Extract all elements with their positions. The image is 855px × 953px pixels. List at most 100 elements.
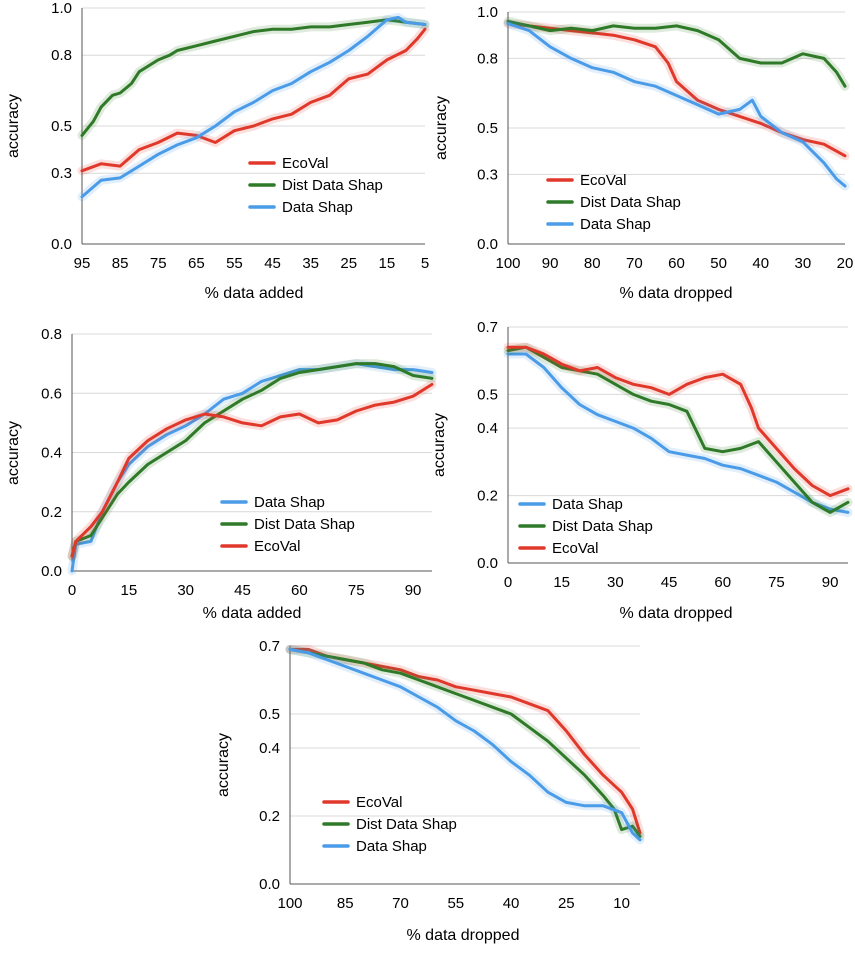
x-tick-label: 75 — [150, 255, 167, 272]
x-tick-label: 55 — [447, 895, 464, 912]
x-tick-label: 70 — [392, 895, 409, 912]
y-tick-label: 0.0 — [51, 236, 72, 253]
legend-label-dist-data-shap: Dist Data Shap — [282, 177, 383, 194]
x-tick-label: 50 — [710, 255, 727, 272]
x-tick-label: 60 — [714, 574, 731, 591]
series-glow-ecoval — [67, 379, 437, 561]
legend: EcoVal Dist Data Shap Data Shap — [248, 155, 383, 216]
series-line-dist-data-shap — [506, 345, 850, 514]
series-line-data-shap — [80, 15, 427, 199]
y-tick-label: 0.0 — [477, 236, 498, 253]
chart-1: 0.0 0.3 0.5 0.8 1.0 95 85 75 65 55 45 35 25 15 5 % data… — [5, 0, 430, 302]
x-tick-label: 90 — [405, 582, 422, 599]
series-glow-dist-data-shap — [503, 342, 853, 517]
legend: EcoVal Dist Data Shap Data Shap — [322, 794, 457, 855]
series-line-ecoval — [70, 382, 434, 558]
legend-label-data-shap: Data Shap — [356, 838, 427, 855]
y-tick-label: 0.4 — [477, 420, 498, 437]
legend-label-data-shap: Data Shap — [580, 216, 651, 233]
x-tick-label: 75 — [768, 574, 785, 591]
x-tick-label: 35 — [302, 255, 319, 272]
x-tick-label: 100 — [277, 895, 302, 912]
x-tick-label: 70 — [626, 255, 643, 272]
x-tick-label: 95 — [74, 255, 91, 272]
chart-4: 0.0 0.2 0.4 0.5 0.7 0 15 30 45 60 75 90 % data dropp… — [431, 319, 853, 622]
legend: Data Shap Dist Data Shap EcoVal — [220, 494, 355, 555]
y-tick-label: 1.0 — [477, 4, 498, 21]
series-line-data-shap — [506, 352, 850, 514]
x-tick-label: 10 — [613, 895, 630, 912]
y-tick-label: 0.7 — [259, 638, 280, 655]
y-tick-label: 0.2 — [477, 488, 498, 505]
series-line-dist-data-shap — [288, 647, 642, 838]
series-line-dist-data-shap — [506, 19, 847, 88]
y-axis-label: accuracy — [5, 94, 22, 158]
y-tick-label: 0.5 — [477, 120, 498, 137]
series-line-data-shap — [506, 22, 847, 188]
x-tick-label: 30 — [177, 582, 194, 599]
x-tick-label: 80 — [584, 255, 601, 272]
chart-5: 0.0 0.2 0.4 0.5 0.7 100 85 70 55 40 25 10 % data dro… — [215, 638, 645, 944]
series-glow-data-shap — [503, 19, 850, 191]
x-tick-label: 15 — [379, 255, 396, 272]
x-tick-label: 15 — [120, 582, 137, 599]
x-tick-label: 0 — [68, 582, 76, 599]
x-tick-label: 30 — [795, 255, 812, 272]
legend: Data Shap Dist Data Shap EcoVal — [518, 496, 653, 557]
legend-label-dist-data-shap: Dist Data Shap — [580, 194, 681, 211]
legend-label-data-shap: Data Shap — [552, 496, 623, 513]
y-tick-label: 0.7 — [477, 319, 498, 336]
x-tick-label: 75 — [348, 582, 365, 599]
x-tick-label: 5 — [421, 255, 429, 272]
y-tick-label: 0.8 — [477, 50, 498, 67]
legend-label-ecoval: EcoVal — [254, 538, 300, 555]
y-tick-label: 0.5 — [477, 386, 498, 403]
chart-2: 0.0 0.3 0.5 0.8 1.0 100 90 80 70 60 50 40 30 20 % data… — [433, 4, 853, 302]
y-tick-label: 0.3 — [51, 165, 72, 182]
y-tick-label: 0.5 — [259, 706, 280, 723]
y-tick-label: 0.2 — [259, 808, 280, 825]
series-line-ecoval — [506, 345, 850, 498]
y-tick-label: 0.2 — [41, 504, 62, 521]
y-tick-label: 1.0 — [51, 0, 72, 17]
x-tick-label: 45 — [661, 574, 678, 591]
series-line-dist-data-shap — [70, 362, 434, 558]
y-tick-label: 0.3 — [477, 166, 498, 183]
legend-label-data-shap: Data Shap — [282, 199, 353, 216]
legend-label-ecoval: EcoVal — [552, 540, 598, 557]
legend-label-ecoval: EcoVal — [282, 155, 328, 172]
y-axis-label: accuracy — [431, 413, 448, 477]
x-tick-label: 30 — [607, 574, 624, 591]
y-tick-label: 0.4 — [259, 740, 280, 757]
legend: EcoVal Dist Data Shap Data Shap — [546, 172, 681, 233]
x-tick-label: 85 — [112, 255, 129, 272]
y-tick-label: 0.4 — [41, 445, 62, 462]
y-tick-label: 0.8 — [51, 47, 72, 64]
legend-label-dist-data-shap: Dist Data Shap — [356, 816, 457, 833]
x-axis-label: % data added — [205, 285, 304, 302]
x-tick-label: 65 — [188, 255, 205, 272]
x-tick-label: 90 — [822, 574, 839, 591]
x-tick-label: 45 — [234, 582, 251, 599]
chart-3: 0.0 0.2 0.4 0.6 0.8 0 15 30 45 60 75 90 % data added… — [5, 326, 437, 622]
x-tick-label: 0 — [504, 574, 512, 591]
series-line-ecoval — [506, 22, 847, 158]
x-tick-label: 100 — [495, 255, 520, 272]
legend-label-data-shap: Data Shap — [254, 494, 325, 511]
y-tick-label: 0.0 — [259, 876, 280, 893]
y-axis-label: accuracy — [215, 733, 232, 797]
x-tick-label: 25 — [340, 255, 357, 272]
x-tick-label: 90 — [542, 255, 559, 272]
x-tick-label: 25 — [558, 895, 575, 912]
x-tick-label: 85 — [337, 895, 354, 912]
x-axis-label: % data dropped — [407, 927, 520, 944]
x-axis-label: % data dropped — [620, 285, 733, 302]
x-tick-label: 40 — [503, 895, 520, 912]
y-axis-label: accuracy — [433, 96, 450, 160]
x-tick-label: 15 — [553, 574, 570, 591]
x-tick-label: 60 — [291, 582, 308, 599]
series-line-ecoval — [80, 27, 427, 173]
legend-label-ecoval: EcoVal — [580, 172, 626, 189]
y-tick-label: 0.0 — [477, 555, 498, 572]
